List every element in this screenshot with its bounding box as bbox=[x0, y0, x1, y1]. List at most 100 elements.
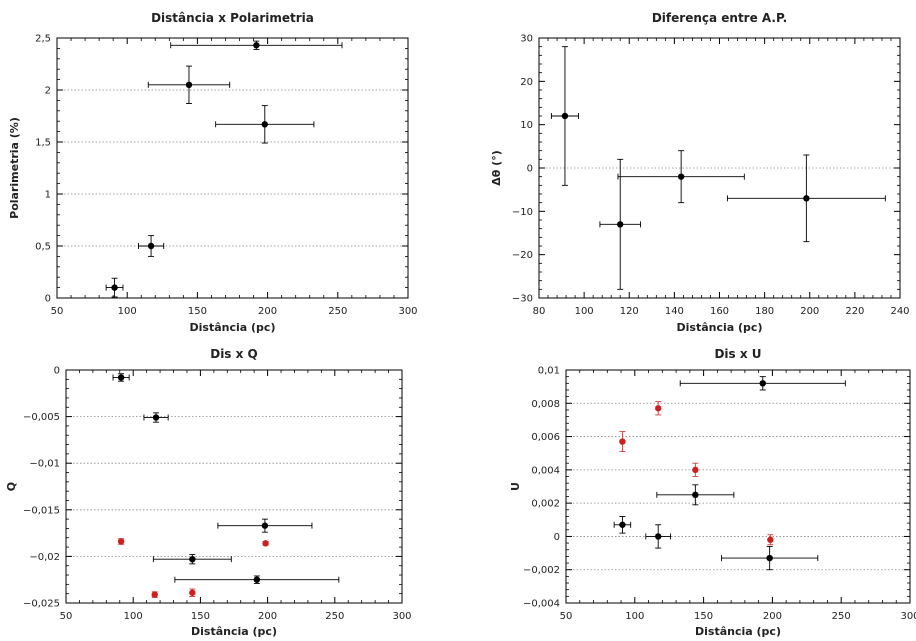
point-marker bbox=[262, 540, 269, 547]
y-tick-label: 0,01 bbox=[538, 366, 560, 377]
x-tick-label: 150 bbox=[694, 611, 713, 622]
x-tick-label: 300 bbox=[398, 306, 417, 317]
point-marker bbox=[692, 491, 699, 499]
data-point bbox=[137, 235, 165, 257]
plot-frame bbox=[565, 369, 911, 604]
y-tick-label: −0,002 bbox=[523, 565, 560, 576]
y-tick-label: 30 bbox=[520, 34, 533, 45]
plot-frame bbox=[56, 37, 409, 299]
data-point bbox=[189, 588, 196, 597]
y-tick-label: −20 bbox=[512, 250, 533, 261]
point-marker bbox=[261, 121, 268, 128]
y-axis-label: U bbox=[509, 482, 522, 491]
chart-title: Dis x Q bbox=[210, 347, 258, 361]
point-marker bbox=[767, 536, 774, 543]
x-tick-label: 250 bbox=[832, 611, 851, 622]
y-tick-label: −0,01 bbox=[29, 459, 60, 470]
x-tick-label: 150 bbox=[188, 306, 207, 317]
data-point bbox=[645, 524, 672, 549]
data-point bbox=[599, 158, 641, 290]
data-point bbox=[619, 431, 626, 452]
data-point bbox=[656, 484, 735, 506]
x-axis-label: Distância (pc) bbox=[190, 321, 276, 334]
y-tick-label: −10 bbox=[512, 207, 533, 218]
point-marker bbox=[147, 242, 155, 250]
point-marker bbox=[111, 284, 118, 291]
x-tick-label: 200 bbox=[763, 611, 782, 622]
y-tick-label: −0,004 bbox=[523, 599, 560, 610]
data-point bbox=[215, 105, 315, 144]
chart-title: Dis x U bbox=[714, 347, 761, 361]
x-axis-label: Distância (pc) bbox=[191, 625, 277, 638]
plot-frame bbox=[538, 37, 901, 299]
chart-title: Distância x Polarimetria bbox=[151, 11, 314, 25]
point-marker bbox=[619, 438, 626, 445]
point-marker bbox=[261, 522, 269, 529]
point-marker bbox=[692, 466, 699, 474]
x-tick-label: 200 bbox=[258, 611, 277, 622]
x-tick-label: 100 bbox=[124, 611, 143, 622]
x-axis-label: Distância (pc) bbox=[677, 321, 763, 334]
data-point bbox=[112, 373, 130, 382]
x-tick-label: 200 bbox=[800, 306, 819, 317]
y-tick-label: 1 bbox=[45, 190, 51, 201]
y-tick-label: 0 bbox=[527, 164, 533, 175]
x-tick-label: 100 bbox=[118, 306, 137, 317]
y-tick-label: 0 bbox=[554, 532, 560, 543]
point-marker bbox=[189, 589, 196, 596]
point-marker bbox=[117, 374, 125, 381]
x-tick-label: 50 bbox=[60, 611, 73, 622]
data-point bbox=[654, 401, 662, 416]
y-tick-label: 0 bbox=[45, 294, 51, 305]
y-tick-label: 0,006 bbox=[531, 432, 560, 443]
x-tick-label: 50 bbox=[51, 306, 64, 317]
x-tick-label: 250 bbox=[325, 611, 344, 622]
point-marker bbox=[117, 538, 125, 545]
data-point bbox=[147, 65, 231, 104]
point-marker bbox=[759, 380, 766, 387]
data-point bbox=[613, 516, 632, 534]
y-tick-label: 0,002 bbox=[531, 499, 560, 510]
chart-title: Diferença entre A.P. bbox=[652, 11, 787, 25]
data-point bbox=[117, 538, 125, 545]
x-tick-label: 50 bbox=[560, 611, 573, 622]
y-tick-label: 0 bbox=[54, 366, 60, 377]
data-point bbox=[143, 412, 169, 423]
y-axis-label: Polarimetria (%) bbox=[8, 117, 21, 219]
point-marker bbox=[766, 554, 773, 562]
data-point bbox=[105, 277, 124, 298]
y-tick-label: −0,005 bbox=[23, 412, 60, 423]
x-tick-label: 100 bbox=[575, 306, 594, 317]
point-marker bbox=[677, 173, 685, 180]
data-point bbox=[550, 46, 579, 186]
x-tick-label: 240 bbox=[890, 306, 909, 317]
x-tick-label: 140 bbox=[665, 306, 684, 317]
y-tick-label: 2 bbox=[45, 86, 51, 97]
data-point bbox=[726, 154, 886, 243]
x-tick-label: 150 bbox=[191, 611, 210, 622]
data-point bbox=[692, 462, 699, 477]
data-point bbox=[174, 575, 340, 584]
data-point bbox=[152, 554, 232, 565]
x-tick-label: 180 bbox=[755, 306, 774, 317]
point-marker bbox=[253, 42, 260, 49]
x-tick-label: 300 bbox=[900, 611, 916, 622]
y-tick-label: 2,5 bbox=[35, 34, 51, 45]
data-point bbox=[151, 591, 158, 598]
y-tick-label: 0,5 bbox=[35, 242, 51, 253]
point-marker bbox=[189, 555, 196, 563]
x-tick-label: 300 bbox=[392, 611, 411, 622]
x-tick-label: 200 bbox=[258, 306, 277, 317]
y-tick-label: −0,02 bbox=[29, 552, 60, 563]
y-tick-label: 0,008 bbox=[531, 399, 560, 410]
data-point bbox=[767, 534, 774, 546]
y-axis-label: Q bbox=[5, 482, 18, 491]
y-tick-label: 10 bbox=[520, 120, 533, 131]
data-point bbox=[262, 540, 269, 547]
data-point bbox=[170, 40, 343, 50]
point-marker bbox=[185, 81, 193, 89]
chart-panel-1: 50 100 150 200 250 300 0 0,5 1 1,5 2 2,5 Distância x… bbox=[8, 11, 418, 334]
point-marker bbox=[253, 576, 261, 583]
data-point bbox=[679, 376, 846, 391]
